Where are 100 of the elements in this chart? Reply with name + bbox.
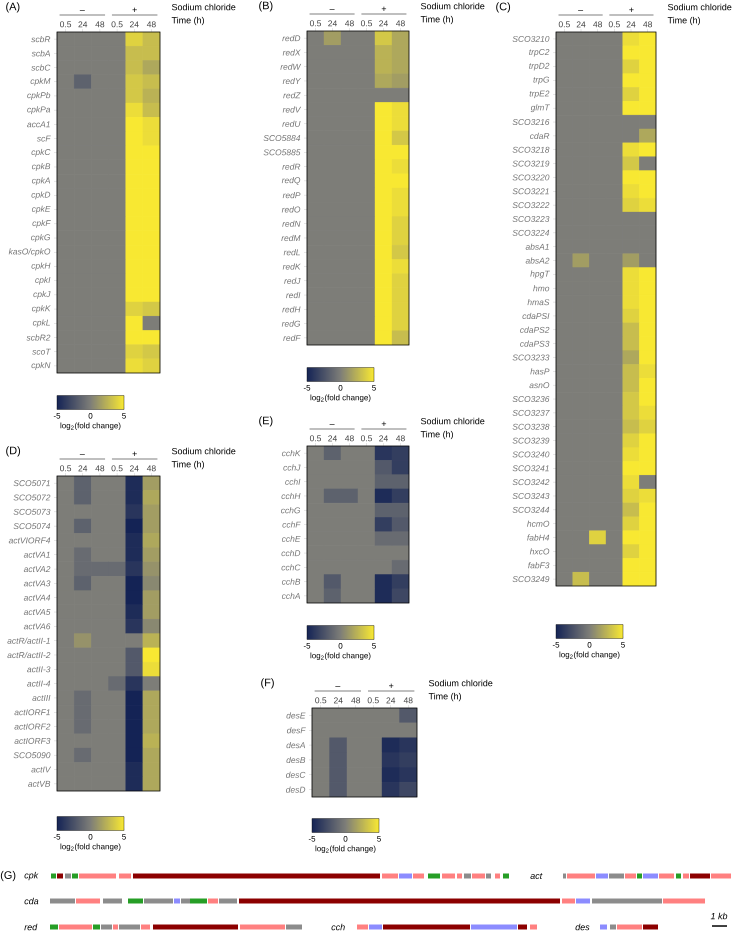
y-tick-label: redD bbox=[282, 35, 300, 42]
y-tick-label: actIORF3 bbox=[14, 738, 50, 744]
y-tick-label: cpkE bbox=[32, 206, 51, 214]
y-tick-label: cdaR bbox=[530, 132, 550, 139]
y-tick-label: trpC2 bbox=[529, 48, 550, 57]
y-tick-label: redP bbox=[282, 192, 300, 198]
y-tick-label: redJ bbox=[284, 278, 301, 284]
text: cpk bbox=[24, 872, 39, 880]
x-tick-label: 48 bbox=[396, 435, 405, 442]
y-tick-label: hmo bbox=[533, 285, 550, 292]
x-axis-title: Time (h) bbox=[172, 460, 204, 470]
y-tick-label: glmT bbox=[530, 104, 550, 112]
y-tick-label: redQ bbox=[282, 176, 300, 185]
y-tick-label: desB bbox=[286, 756, 306, 764]
chart-title: (C) bbox=[496, 2, 510, 13]
y-tick-label: SCO3222 bbox=[512, 202, 550, 208]
y-tick-label: SCO3237 bbox=[512, 410, 550, 416]
x-tick-label: 48 bbox=[396, 20, 405, 26]
y-tick-label: scbA bbox=[32, 50, 50, 56]
chart-title: (B) bbox=[259, 1, 272, 12]
y-tick-label: SCO5090 bbox=[14, 752, 50, 758]
y-tick-label: absA2 bbox=[526, 257, 550, 264]
text: – bbox=[330, 424, 335, 425]
y-tick-label: SCO3236 bbox=[512, 396, 550, 402]
chart-title: (F) bbox=[261, 678, 274, 689]
text: + bbox=[132, 8, 137, 12]
x-tick-label: 0.5 bbox=[112, 465, 123, 472]
x-tick-label: 24 bbox=[626, 21, 636, 28]
text: – bbox=[578, 10, 584, 11]
x-axis-title: Time (h) bbox=[172, 16, 204, 26]
y-tick-label: redR bbox=[282, 163, 300, 170]
y-tick-label: accA1 bbox=[27, 121, 50, 128]
y-tick-label: actVA3 bbox=[24, 580, 50, 586]
y-tick-label: asnO bbox=[529, 382, 550, 388]
y-tick-label: redV bbox=[282, 106, 302, 113]
x-axis-title: Time (h) bbox=[420, 430, 453, 440]
text: cda bbox=[24, 898, 38, 904]
x-tick-label: 0.5 bbox=[608, 21, 620, 28]
y-tick-label: redI bbox=[286, 292, 300, 298]
y-tick-label: cpkD bbox=[31, 191, 50, 200]
text: – bbox=[335, 686, 340, 687]
text: des bbox=[576, 924, 590, 930]
y-tick-label: cpkA bbox=[32, 177, 50, 186]
y-tick-label: actIII bbox=[32, 694, 50, 701]
y-tick-label: actVA6 bbox=[24, 623, 50, 630]
y-tick-label: SCO3249 bbox=[512, 576, 550, 582]
text: Sodium chloride bbox=[172, 448, 236, 454]
y-tick-label: cpkI bbox=[35, 276, 50, 285]
y-tick-label: cpkB bbox=[32, 163, 50, 171]
x-tick-label: 0.5 bbox=[360, 435, 372, 442]
x-tick-label: 0.5 bbox=[112, 21, 123, 28]
text: + bbox=[132, 452, 137, 456]
y-tick-label: SCO3216 bbox=[512, 119, 550, 126]
text: Sodium chloride bbox=[172, 4, 236, 10]
x-axis-title: Time (h) bbox=[420, 16, 453, 24]
text: 1 kb bbox=[710, 912, 728, 920]
y-tick-label: trpE2 bbox=[530, 90, 550, 98]
x-tick-label: 0.5 bbox=[60, 465, 72, 472]
x-tick-label: 48 bbox=[643, 21, 652, 28]
y-tick-label: actVA1 bbox=[24, 552, 50, 558]
y-tick-label: redO bbox=[282, 206, 300, 213]
y-tick-label: redZ bbox=[283, 92, 301, 98]
text: + bbox=[389, 684, 394, 688]
y-tick-label: cchD bbox=[281, 550, 300, 556]
text: Sodium chloride bbox=[420, 2, 484, 10]
x-axis-title: Time (h) bbox=[668, 16, 700, 26]
y-tick-label: SCO3224 bbox=[512, 230, 550, 236]
x-tick-label: 0.5 bbox=[60, 21, 72, 28]
text: red bbox=[24, 924, 38, 930]
y-tick-label: absA1 bbox=[526, 244, 549, 250]
y-tick-label: SCO5072 bbox=[14, 494, 50, 500]
y-tick-label: SCO3210 bbox=[512, 36, 550, 42]
y-tick-label: actR/actII-2 bbox=[7, 652, 50, 658]
y-tick-label: cdaPS3 bbox=[520, 340, 550, 347]
y-tick-label: SCO3241 bbox=[512, 465, 549, 472]
y-tick-label: desD bbox=[286, 786, 306, 793]
y-tick-label: hasP bbox=[530, 368, 550, 374]
y-tick-label: redY bbox=[282, 78, 301, 84]
y-tick-label: scbC bbox=[31, 64, 51, 71]
x-tick-label: 24 bbox=[328, 20, 337, 26]
x-tick-label: 0.5 bbox=[315, 697, 326, 704]
text: act bbox=[530, 873, 542, 879]
y-tick-label: actR/actII-1 bbox=[7, 638, 50, 644]
x-tick-label: 24 bbox=[379, 20, 388, 26]
text: Sodium chloride bbox=[428, 680, 492, 686]
y-tick-label: actVA5 bbox=[24, 609, 51, 615]
x-tick-label: 48 bbox=[404, 697, 413, 704]
y-tick-label: SCO5074 bbox=[14, 523, 50, 530]
x-tick-label: 0.5 bbox=[368, 697, 379, 704]
x-tick-label: 48 bbox=[351, 697, 360, 704]
y-tick-label: desF bbox=[286, 727, 306, 734]
text: + bbox=[629, 8, 634, 12]
y-tick-label: cchH bbox=[281, 492, 300, 500]
y-tick-label: desE bbox=[286, 712, 306, 719]
y-tick-label: actIORF2 bbox=[14, 724, 50, 730]
y-tick-label: cpkM bbox=[30, 78, 50, 86]
x-axis-title: Time (h) bbox=[428, 692, 461, 702]
y-tick-label: redL bbox=[284, 249, 300, 256]
x-tick-label: 48 bbox=[146, 21, 156, 28]
y-tick-label: cchI bbox=[285, 478, 300, 485]
